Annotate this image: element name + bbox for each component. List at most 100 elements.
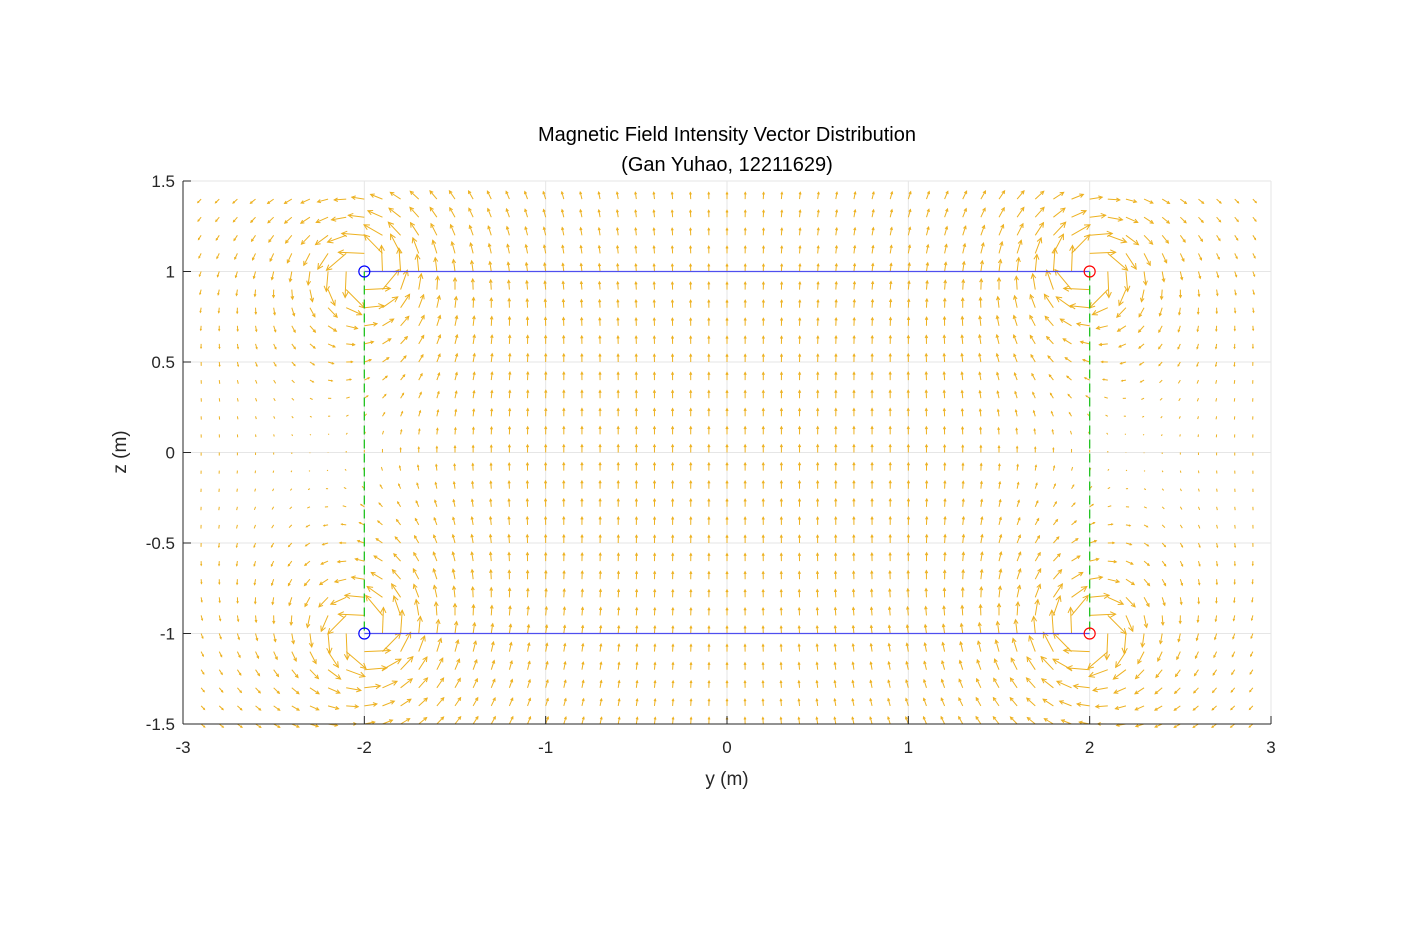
- field-vector: [411, 236, 420, 254]
- field-vector: [1013, 294, 1018, 308]
- field-vector: [254, 488, 257, 492]
- field-vector: [924, 334, 929, 344]
- field-vector: [1211, 705, 1217, 711]
- field-vector: [743, 443, 747, 453]
- field-vector: [1252, 235, 1257, 241]
- field-vector: [1197, 542, 1201, 549]
- field-vector: [761, 588, 765, 598]
- field-vector: [199, 325, 202, 332]
- field-vector: [798, 209, 802, 218]
- field-vector: [707, 353, 711, 363]
- field-vector: [1028, 635, 1036, 652]
- field-vector: [436, 657, 444, 670]
- field-vector: [320, 615, 329, 633]
- field-vector: [1232, 633, 1236, 640]
- field-vector: [580, 371, 584, 381]
- field-vector: [561, 316, 566, 326]
- field-vector: [327, 361, 335, 365]
- field-vector: [562, 533, 566, 544]
- field-vector: [454, 658, 461, 670]
- field-vector: [597, 262, 602, 272]
- field-vector: [507, 569, 512, 580]
- field-vector: [391, 583, 402, 598]
- field-vector: [1031, 615, 1038, 634]
- field-vector: [417, 272, 424, 290]
- field-vector: [997, 426, 1001, 435]
- field-vector: [309, 361, 316, 366]
- field-vector: [1142, 271, 1148, 286]
- field-vector: [347, 212, 365, 219]
- field-vector: [689, 698, 693, 706]
- field-vector: [869, 642, 873, 652]
- field-vector: [200, 579, 203, 585]
- field-vector: [1216, 216, 1222, 223]
- field-vector: [490, 334, 494, 344]
- field-vector: [870, 570, 874, 580]
- field-vector: [1161, 578, 1167, 587]
- field-vector: [761, 335, 765, 344]
- field-vector: [435, 445, 439, 453]
- field-vector: [1095, 325, 1108, 330]
- field-vector: [273, 669, 280, 678]
- field-vector: [942, 587, 947, 598]
- field-vector: [852, 570, 856, 580]
- field-vector: [436, 353, 441, 363]
- field-vector: [871, 244, 875, 254]
- field-vector: [487, 225, 492, 236]
- field-vector: [1062, 338, 1072, 345]
- field-vector: [1213, 651, 1218, 659]
- field-vector: [798, 227, 802, 236]
- field-vector: [1053, 191, 1065, 200]
- field-vector: [615, 209, 619, 218]
- field-vector: [743, 643, 747, 652]
- field-vector: [816, 191, 820, 200]
- field-vector: [834, 534, 838, 544]
- field-vector: [215, 216, 220, 223]
- field-vector: [1071, 555, 1081, 562]
- field-vector: [1197, 506, 1201, 511]
- field-vector: [924, 461, 929, 471]
- field-vector: [906, 533, 911, 544]
- field-vector: [616, 516, 620, 525]
- field-vector: [652, 498, 657, 507]
- field-vector: [652, 209, 656, 218]
- field-vector: [489, 315, 494, 326]
- field-vector: [634, 443, 638, 453]
- field-vector: [527, 697, 532, 707]
- field-vector: [689, 263, 693, 272]
- field-vector: [1196, 615, 1200, 624]
- field-vector: [616, 280, 620, 290]
- field-vector: [779, 516, 783, 525]
- field-vector: [725, 534, 729, 543]
- field-vector: [290, 470, 293, 473]
- field-vector: [506, 261, 511, 272]
- field-vector: [345, 432, 348, 435]
- field-vector: [779, 606, 783, 616]
- field-vector: [707, 209, 711, 218]
- field-vector: [725, 425, 729, 435]
- field-vector: [761, 389, 765, 399]
- field-vector: [1251, 561, 1254, 567]
- field-vector: [381, 430, 385, 435]
- field-vector: [255, 379, 258, 384]
- field-vector: [961, 568, 965, 580]
- field-vector: [342, 505, 347, 508]
- field-vector: [707, 625, 711, 634]
- field-vector: [761, 281, 765, 290]
- field-vector: [273, 416, 276, 419]
- field-vector: [1025, 697, 1036, 707]
- field-vector: [943, 443, 947, 453]
- field-vector: [431, 239, 438, 254]
- field-vector: [707, 698, 711, 706]
- field-vector: [1143, 597, 1150, 608]
- field-vector: [338, 541, 347, 545]
- field-vector: [1198, 253, 1203, 261]
- field-vector: [653, 606, 657, 616]
- field-vector: [273, 307, 277, 316]
- field-vector: [354, 557, 365, 562]
- field-vector: [429, 190, 438, 200]
- field-vector: [472, 658, 478, 670]
- field-vector: [976, 677, 982, 689]
- field-vector: [364, 665, 389, 672]
- field-vector: [815, 661, 819, 670]
